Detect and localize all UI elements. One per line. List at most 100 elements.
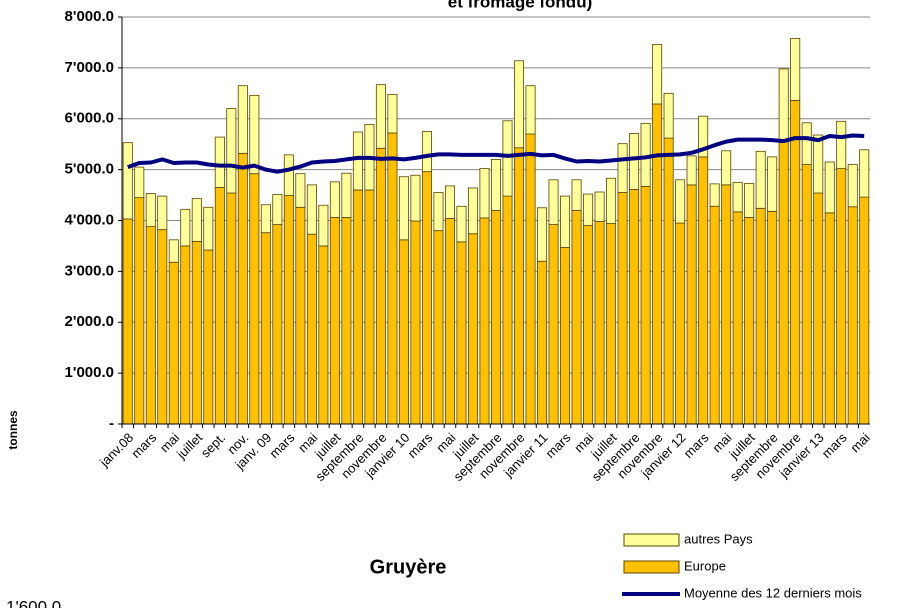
bar [836,120,847,170]
bar [387,93,398,134]
legend-label: autres Pays [684,531,753,546]
annotation: 1'600.0 [6,597,61,608]
bar [847,206,858,425]
bar [180,245,191,425]
bar [790,37,801,101]
bar [652,44,663,105]
y-axis-label: tonnes [6,410,20,450]
bar [456,241,467,425]
bar [514,60,525,149]
bar [709,183,720,207]
bar [145,193,156,228]
bar [203,206,214,251]
bar [398,239,409,425]
bar [813,192,824,425]
bar [537,207,548,262]
bar [571,179,582,211]
bar [134,166,145,199]
bar [214,187,225,425]
bar [490,209,502,425]
legend-label: Moyenne des 12 derniers mois [684,585,862,600]
bar [375,84,386,149]
bar [122,142,133,220]
bar [640,186,651,425]
bar [525,133,536,425]
bar [755,207,766,425]
bar [606,223,617,425]
x-tick-label: mars [543,430,574,461]
bar [226,192,237,425]
bar [341,172,352,218]
bar [226,108,237,194]
bar [352,131,363,191]
chart-subtitle: Gruyère [370,556,447,578]
bar [721,184,732,425]
bar [778,68,789,141]
bar [134,197,145,425]
bar [157,195,168,231]
legend-swatch [623,533,680,547]
bar [514,147,525,425]
bar [249,173,260,425]
y-tick-label: 1'000.0 [65,364,114,381]
y-tick-label: 6'000.0 [65,110,114,127]
bar [560,195,571,248]
bar [364,189,375,425]
bar [801,164,812,425]
bar [237,85,248,154]
bar [790,100,801,425]
x-tick-label: mars [266,430,297,461]
bar [180,208,191,247]
bar [214,136,225,188]
bar [237,152,248,425]
bar [560,247,571,425]
bar [847,164,858,208]
bar [479,217,490,425]
bar [767,210,778,425]
legend-swatch [623,560,680,574]
line [127,133,865,174]
x-tick-label: mai [847,430,872,455]
bar [778,139,789,425]
bar [744,217,755,425]
bar [525,85,536,135]
bar [663,137,674,425]
bar [594,221,605,425]
bar [283,195,294,425]
bar [663,92,674,139]
bar [295,206,306,425]
bar [606,177,617,224]
bar [191,198,202,242]
y-tick-label: 8'000.0 [65,8,114,25]
bar [617,192,628,425]
bar [709,205,720,425]
bar [675,222,686,425]
bar [571,209,582,425]
bar [387,132,398,425]
x-tick-label: mars [819,430,850,461]
bar [157,229,168,425]
bar [617,143,628,193]
bar [675,179,686,224]
bar [537,260,548,425]
bar [249,94,260,175]
bar [859,149,870,198]
bar [352,189,363,425]
bar [410,174,421,222]
bar [329,181,340,218]
bar [433,230,444,425]
y-tick-label: 3'000.0 [65,262,114,279]
bar [824,161,835,214]
bar [444,185,455,219]
bar [421,171,432,425]
bar [502,120,513,197]
bar [686,155,697,186]
bar [433,192,444,232]
bar [824,212,835,425]
bar [755,150,766,209]
bar [836,168,847,425]
bar [272,224,283,425]
bar [329,217,340,425]
bar [744,182,755,218]
